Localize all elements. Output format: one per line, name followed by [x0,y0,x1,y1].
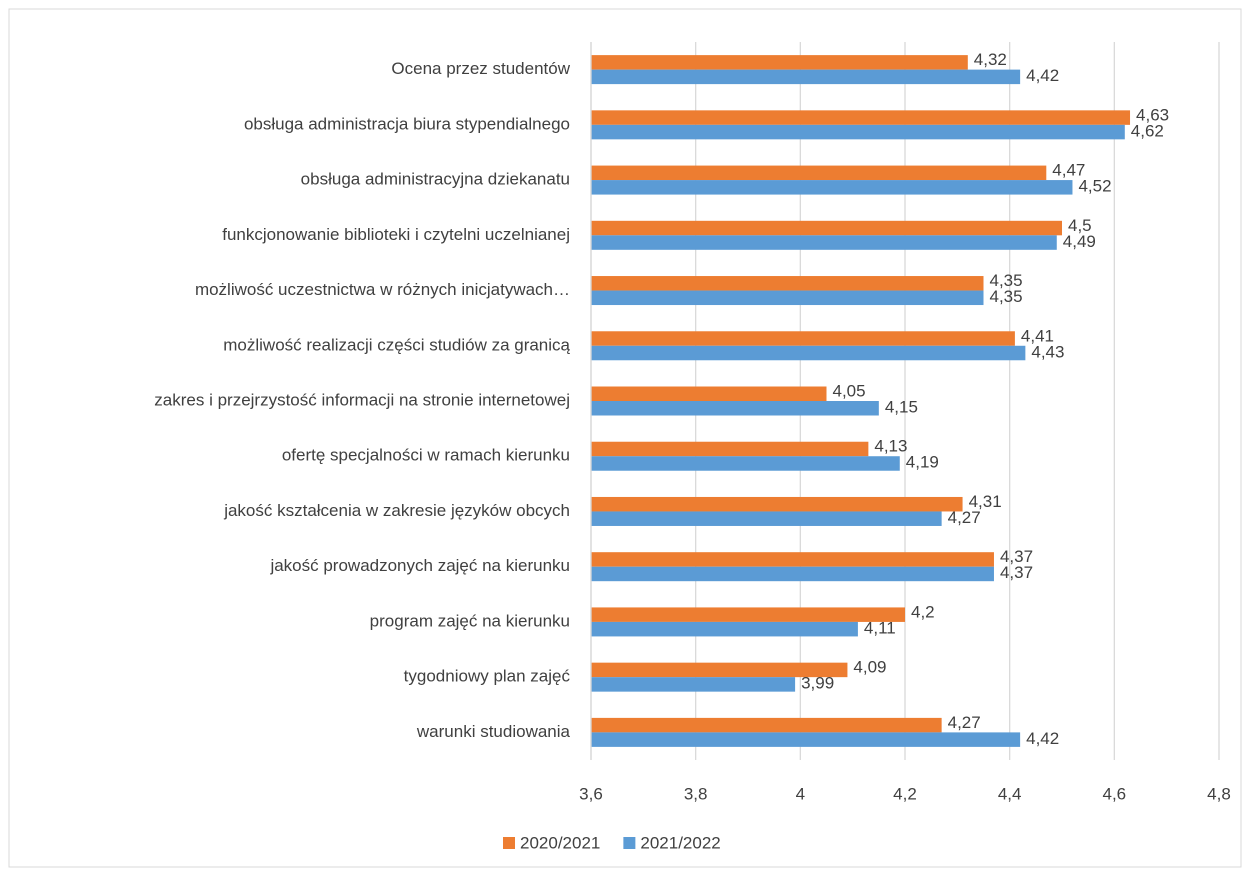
bar [591,621,858,637]
data-label: 4,42 [1026,729,1059,748]
data-label: 4,43 [1031,342,1064,361]
data-label: 4,41 [1021,326,1054,345]
x-tick-label: 4,6 [1103,784,1127,803]
bar [591,220,1062,236]
y-tick-label: program zajęć na kierunku [370,611,570,630]
bar [591,401,879,416]
data-label: 4,35 [990,271,1023,290]
bar [591,456,900,471]
y-tick-label: możliwość realizacji części studiów za g… [223,335,570,354]
bar [591,290,984,306]
bar [591,496,963,512]
bar [591,55,968,70]
y-tick-label: ofertę specjalności w ramach kierunku [282,446,570,465]
bar [591,717,942,733]
x-tick-label: 4,4 [998,784,1022,803]
data-label: 4,2 [911,602,935,621]
bar [591,566,994,582]
data-label: 4,35 [990,287,1023,306]
data-label: 4,19 [906,453,939,472]
data-label: 4,32 [974,50,1007,69]
bar [591,662,848,678]
bar [591,386,827,401]
data-label: 4,5 [1068,216,1092,235]
bar [591,331,1015,346]
legend-swatch [623,837,636,849]
bar [591,235,1057,250]
legend-label: 2021/2022 [640,833,720,852]
y-tick-label: Ocena przez studentów [391,59,570,78]
data-label: 4,31 [969,492,1002,511]
x-tick-label: 3,6 [579,784,603,803]
data-label: 4,63 [1136,105,1169,124]
bar [591,165,1047,181]
x-tick-label: 4 [796,784,805,803]
y-tick-label: funkcjonowanie biblioteki i czytelni ucz… [222,225,570,244]
y-tick-label: jakość kształcenia w zakresie języków ob… [223,501,570,520]
data-label: 4,37 [1000,563,1033,582]
data-label: 4,49 [1063,232,1096,251]
bar [591,276,984,291]
bar [591,180,1073,195]
data-label: 4,42 [1026,66,1059,85]
y-tick-label: obsługa administracyjna dziekanatu [301,170,570,189]
bar [591,677,796,692]
y-tick-label: możliwość uczestnictwa w różnych inicjat… [195,280,570,299]
data-label: 3,99 [801,674,834,693]
data-label: 4,52 [1078,177,1111,196]
data-label: 4,62 [1131,121,1164,140]
data-label: 4,47 [1052,161,1085,180]
legend-swatch [503,837,515,849]
y-tick-label: zakres i przejrzystość informacji na str… [154,390,570,409]
data-label: 4,15 [885,397,918,416]
bar [591,552,994,567]
data-label: 4,09 [853,658,886,677]
bar [591,607,905,622]
bar [591,69,1021,85]
data-label: 4,05 [833,381,866,400]
y-tick-label: tygodniowy plan zajęć [404,667,571,686]
data-label: 4,37 [1000,547,1033,566]
bar [591,124,1125,140]
bar [591,110,1131,125]
y-tick-label: jakość prowadzonych zajęć na kierunku [269,556,570,575]
data-label: 4,13 [874,437,907,456]
legend-label: 2020/2021 [520,833,600,852]
x-tick-label: 4,8 [1207,784,1231,803]
data-label: 4,11 [864,618,896,637]
x-tick-label: 4,2 [893,784,917,803]
x-tick-label: 3,8 [684,784,708,803]
y-tick-label: obsługa administracja biura stypendialne… [244,114,570,133]
bar [591,345,1026,361]
bar [591,441,869,457]
data-label: 4,27 [948,713,981,732]
bar [591,511,942,526]
y-tick-label: warunki studiowania [416,722,571,741]
bar [591,732,1021,747]
data-label: 4,27 [948,508,981,527]
